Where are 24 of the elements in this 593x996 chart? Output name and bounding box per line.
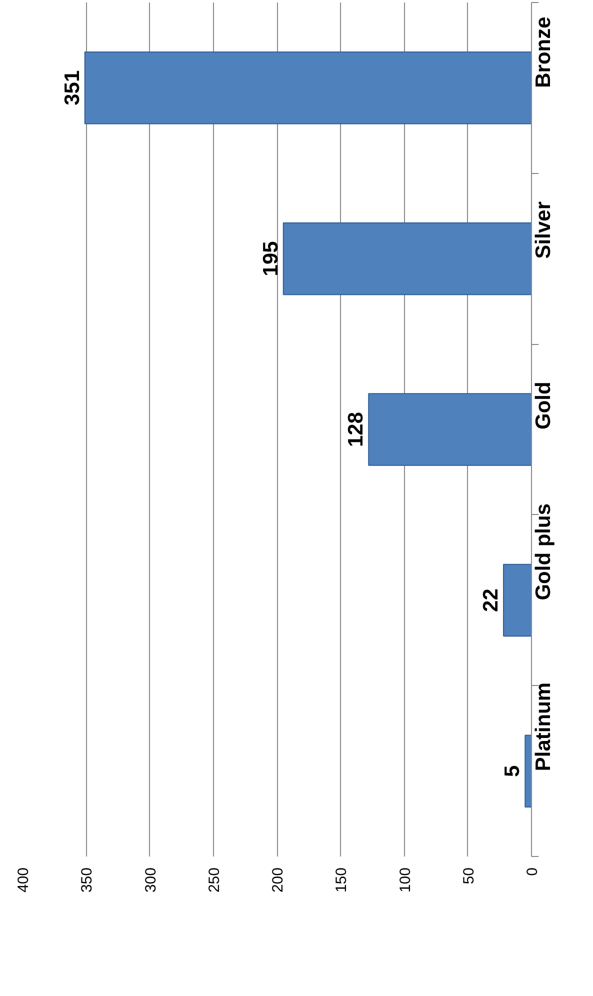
y-tick-label: Platinum (532, 682, 555, 772)
data-label: 5 (501, 764, 524, 777)
x-tick-label: 250 (206, 867, 223, 893)
y-tick-label: Bronze (532, 16, 555, 88)
bar (503, 564, 532, 637)
data-label: 195 (259, 240, 282, 276)
x-tick-label: 300 (142, 867, 160, 893)
x-tick-label: 200 (270, 867, 286, 893)
x-tick-label: 350 (78, 867, 96, 893)
x-tick-label: 400 (15, 867, 32, 893)
bar (84, 52, 532, 124)
x-tick-label: 100 (396, 867, 414, 893)
y-tick-label: Gold plus (532, 503, 555, 600)
data-label: 351 (60, 70, 84, 106)
data-label: 128 (344, 412, 368, 448)
y-tick-label: Silver (532, 201, 555, 259)
bar (282, 222, 532, 296)
bar (368, 393, 532, 466)
x-tick-label: 150 (333, 867, 350, 893)
y-tick-label: Gold (532, 382, 555, 430)
x-tick-label: 50 (460, 867, 478, 884)
bar (524, 734, 532, 808)
data-label: 22 (480, 588, 503, 612)
x-tick-label: 0 (524, 868, 541, 876)
